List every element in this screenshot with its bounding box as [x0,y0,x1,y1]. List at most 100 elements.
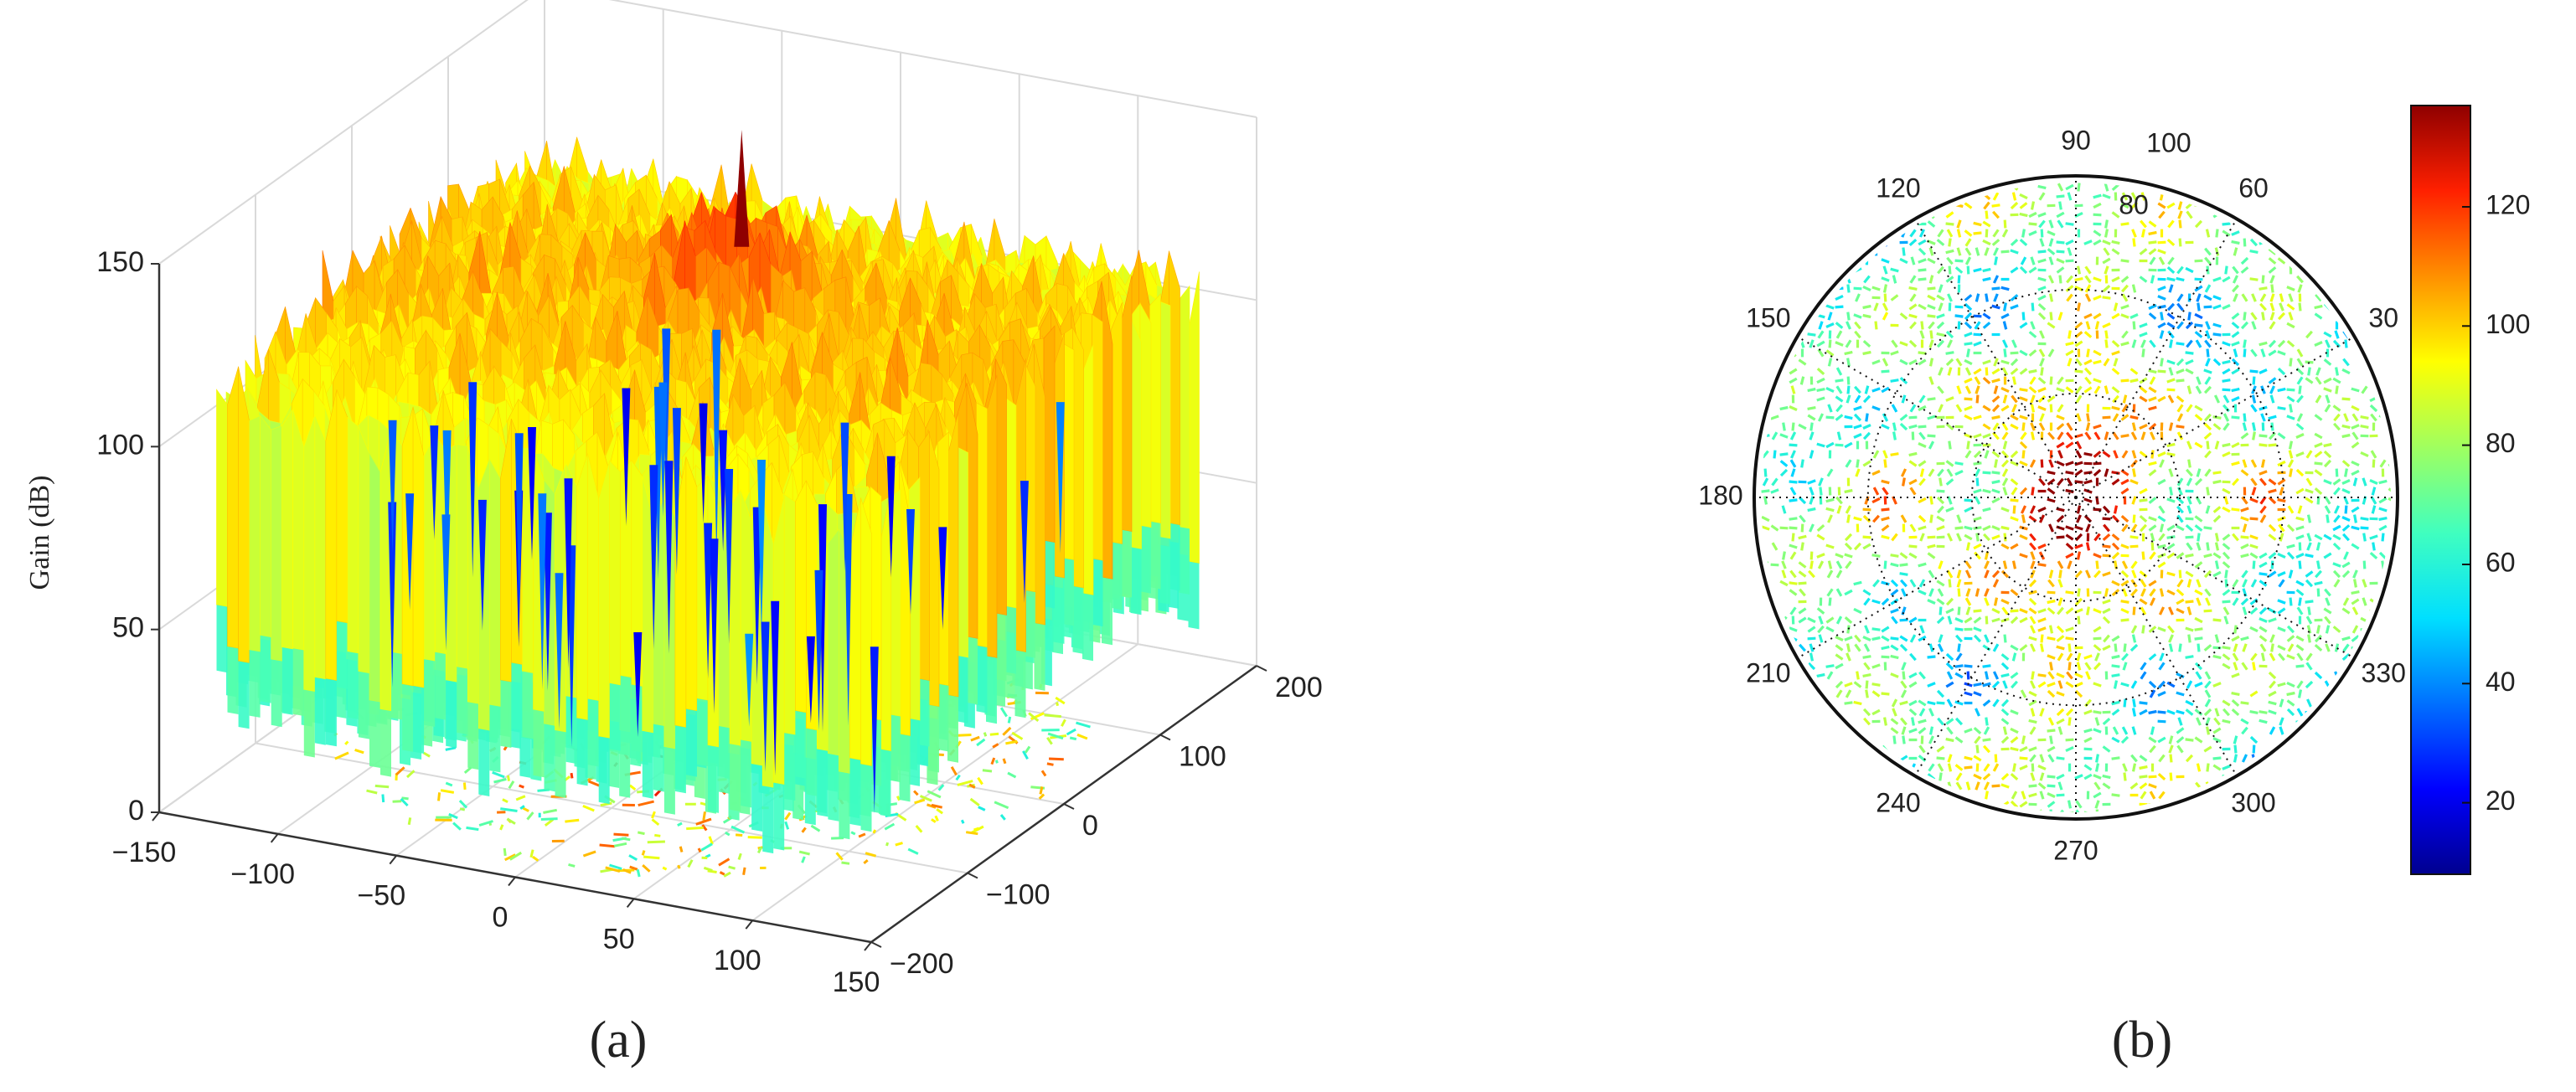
contour-stroke [1807,183,1816,191]
surface-patch [762,786,774,854]
contour-stroke [366,789,378,795]
null-spike [543,513,552,691]
contour-stroke [492,770,505,779]
null-spike [442,430,452,585]
contour-stroke [742,867,746,875]
surface-patch [1004,397,1017,609]
contour-stroke [613,832,629,837]
surface-patch [1159,301,1171,539]
contour-stroke [999,707,1008,718]
null-spike [818,504,827,733]
surface-patch [1111,302,1123,545]
contour-stroke [1871,211,1881,219]
surface-patch [271,659,282,728]
contour-stroke [2278,192,2285,201]
contour-stroke [506,817,516,825]
contour-stroke [522,806,529,812]
null-spike [664,461,674,654]
surface-patch [795,710,807,779]
null-spike [658,382,668,518]
contour-stroke [509,851,522,861]
contour-stroke [850,831,856,836]
contour-stroke [2323,193,2332,199]
surface-patch [413,686,425,754]
surface-patch [918,678,930,747]
surface-patch [281,646,293,715]
contour-stroke [1991,203,2000,208]
contour-stroke [600,801,612,807]
contour-stroke [1816,210,1825,219]
null-spike [886,456,896,578]
contour-stroke [835,852,844,861]
contour-stroke [636,868,641,878]
contour-stroke [2157,202,2166,209]
contour-stroke [2028,211,2037,219]
contour-stroke [1007,771,1017,779]
contour-stroke [423,751,431,758]
contour-stroke [1789,211,1798,219]
panel-label-a: (a) [590,1012,648,1069]
contour-stroke [1066,728,1076,736]
contour-stroke [1835,201,1843,210]
contour-stroke [737,852,742,860]
surface-patch [860,764,872,832]
y-tick-label: 200 [1275,672,1323,703]
contour-stroke [1992,192,2000,201]
contour-stroke [605,866,621,873]
surface-patch [1072,327,1084,589]
contour-stroke [463,766,472,775]
contour-stroke [1816,193,1825,200]
surface-patch [587,698,599,767]
contour-stroke [613,842,627,847]
surface-patch [719,725,730,794]
null-spike [538,493,547,690]
contour-stroke [1973,193,1982,199]
surface-patch [697,698,708,766]
x-tick [626,898,635,908]
null-spike [1020,481,1029,603]
z-tick-label: 50 [112,612,144,644]
surface-patch [957,655,968,724]
contour-stroke [587,780,600,787]
surface-patch [685,708,697,777]
contour-stroke [915,825,923,833]
contour-stroke [2038,192,2046,201]
contour-stroke [401,796,409,801]
contour-stroke [1799,183,1806,192]
contour-stroke [872,829,877,834]
surface-patch [927,429,940,708]
contour-stroke [2093,202,2102,209]
contour-stroke [2159,192,2165,201]
surface-patch [380,708,391,777]
contour-stroke [354,748,364,755]
surface-patch [817,749,829,817]
surface-patch [1053,575,1065,644]
contour-stroke [718,858,730,867]
contour-stroke [1835,193,1844,200]
contour-stroke [2214,183,2220,192]
contour-stroke [687,859,694,868]
contour-stroke [1002,758,1007,765]
surface-patch [598,736,610,805]
surface-patch [314,677,326,745]
contour-stroke [1985,210,1989,219]
null-spike [622,388,631,527]
surface-patch [1062,343,1075,561]
contour-stroke [2379,192,2387,201]
contour-stroke [994,801,1009,810]
surface-patch [947,694,958,763]
contour-stroke [392,800,402,803]
x-tick-label: 100 [714,945,761,976]
surface-patch [928,704,939,773]
contour-stroke [1825,193,1835,200]
contour-stroke [999,814,1006,821]
contour-stroke [978,806,986,811]
surface-patch [1139,302,1152,528]
contour-stroke [2259,201,2268,210]
contour-stroke [735,833,743,837]
surface-patch [730,744,741,812]
contour-stroke [957,780,973,786]
contour-stroke [2351,183,2360,192]
contour-stroke [730,825,746,834]
surface-patch [1130,316,1142,549]
